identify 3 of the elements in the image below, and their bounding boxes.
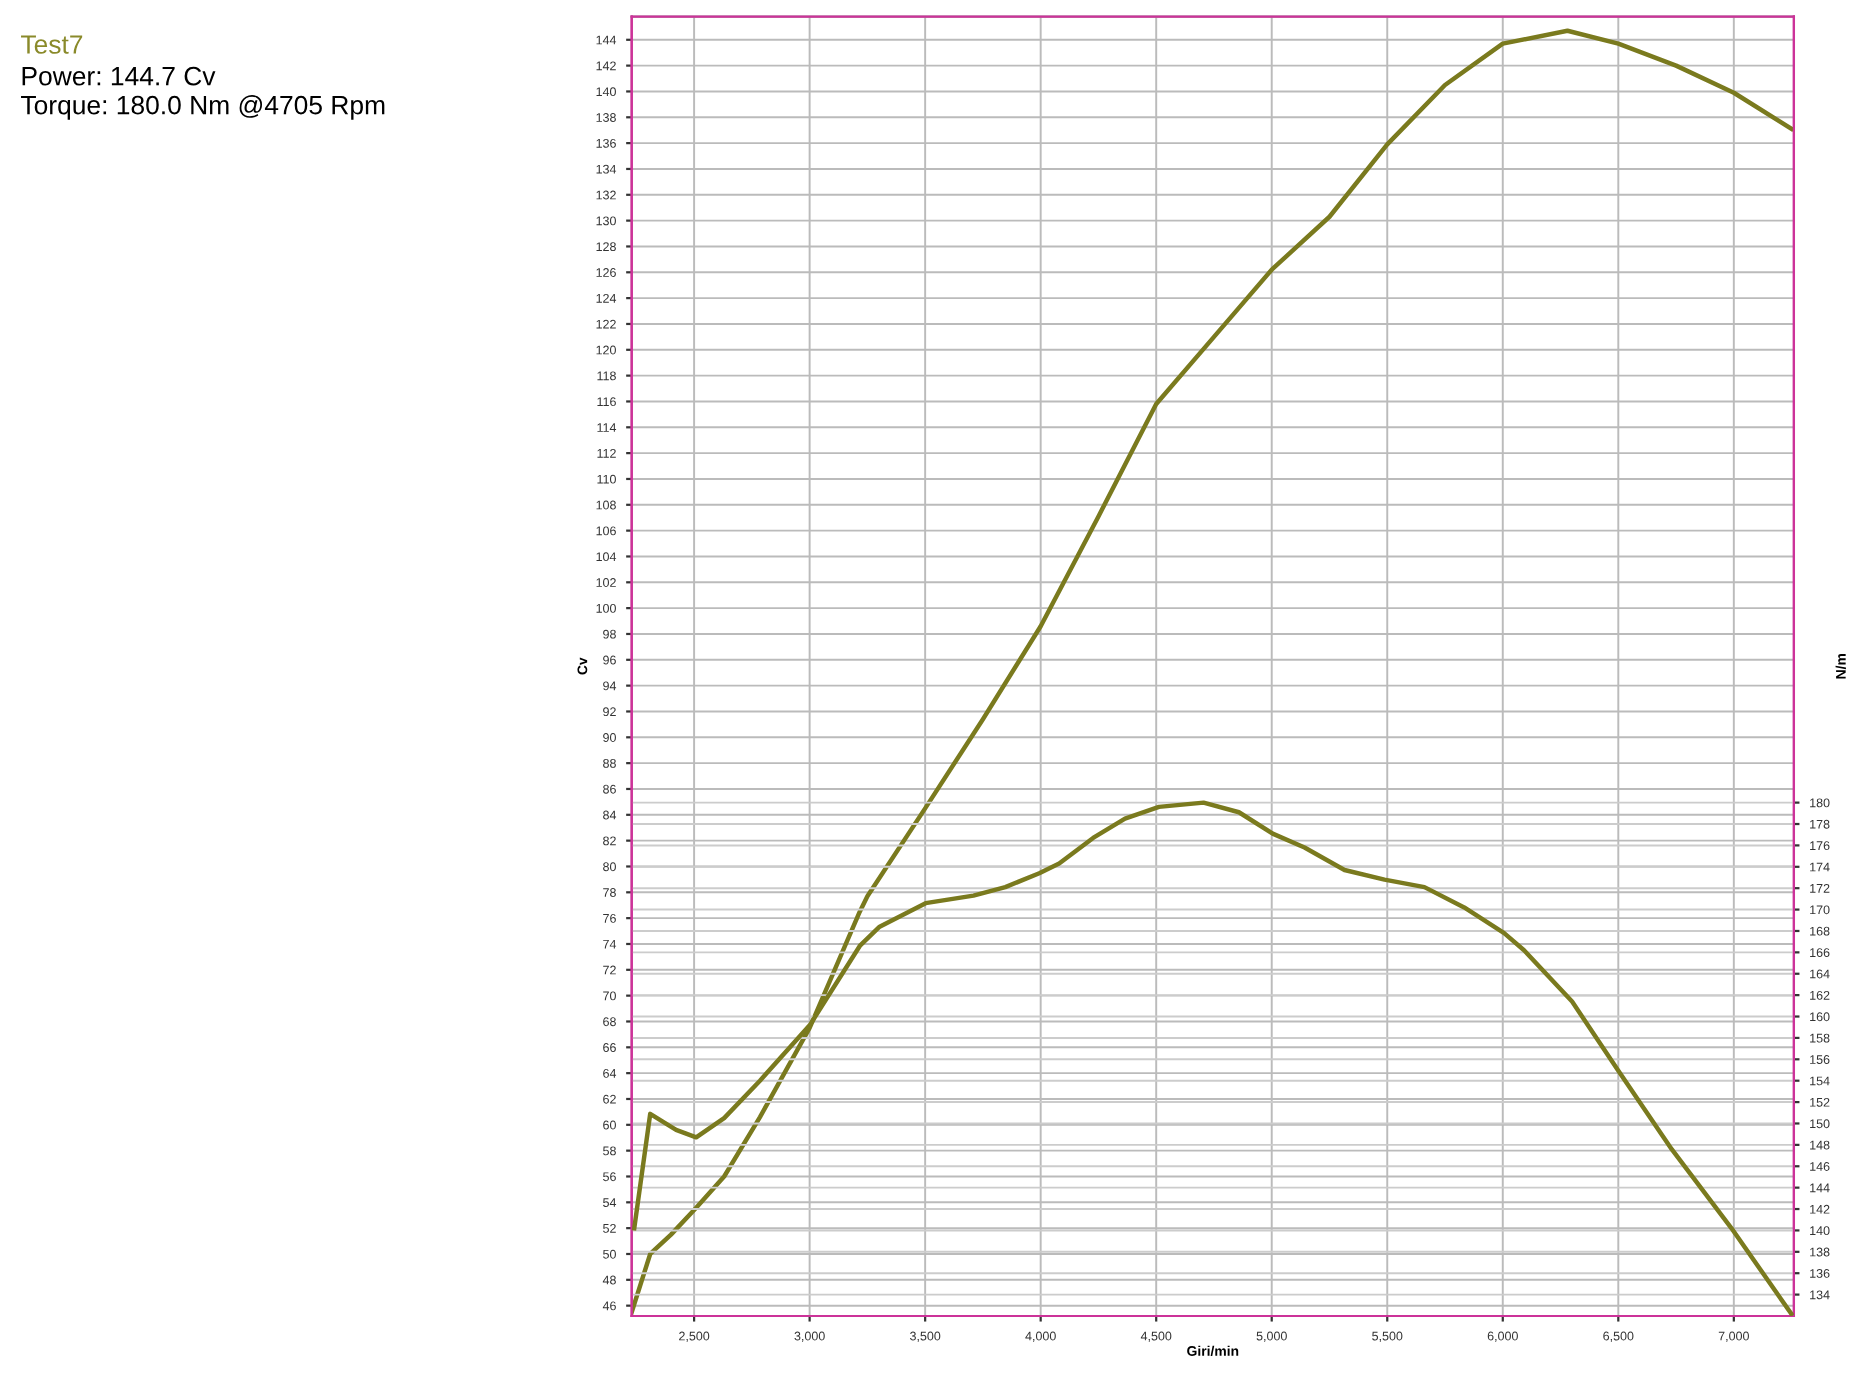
text: Power: 144.7 Cv bbox=[22, 66, 216, 86]
text: Test7 bbox=[21, 35, 83, 54]
text: Torque: 180.0 Nm @4705 Rpm bbox=[21, 95, 385, 120]
